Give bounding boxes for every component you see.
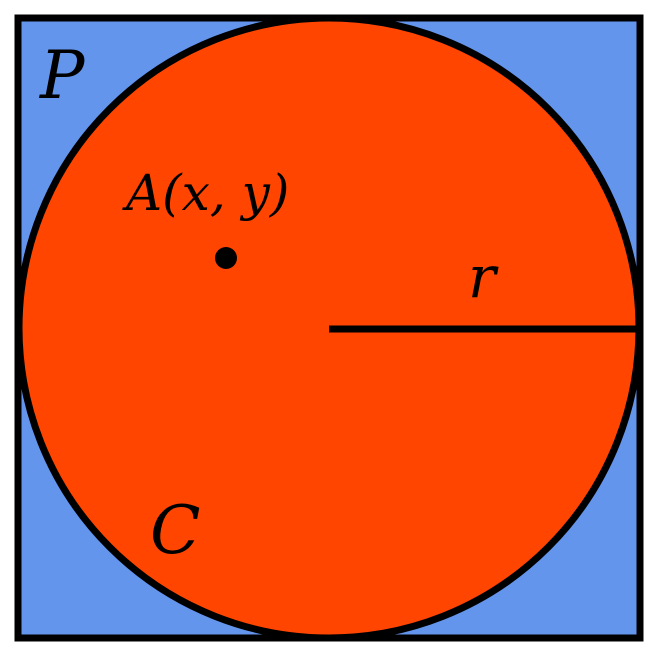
point-label: A(x, y) [122,164,289,222]
circle-label: C [150,492,201,569]
radius-label: r [468,243,499,311]
point-a-marker [215,247,237,269]
square-label: P [39,37,86,114]
